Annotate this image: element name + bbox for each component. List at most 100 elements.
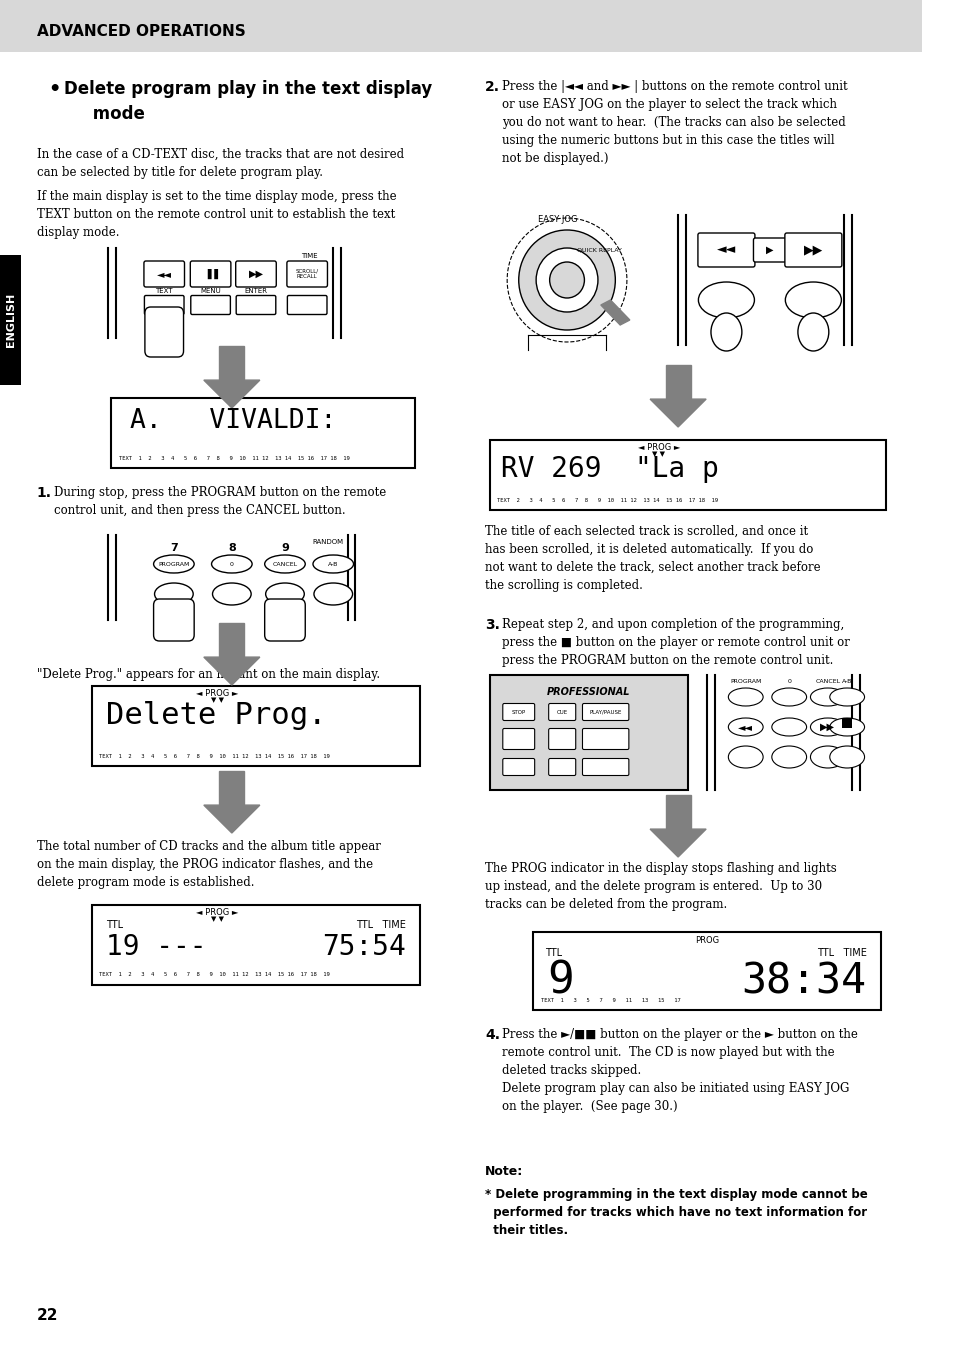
Circle shape bbox=[536, 249, 598, 312]
Text: In the case of a CD-TEXT disc, the tracks that are not desired
can be selected b: In the case of a CD-TEXT disc, the track… bbox=[36, 149, 403, 178]
Bar bbox=[533, 932, 880, 1011]
FancyBboxPatch shape bbox=[784, 232, 841, 267]
Bar bbox=[0, 0, 921, 51]
Text: Note:: Note: bbox=[484, 1165, 522, 1178]
FancyBboxPatch shape bbox=[753, 238, 785, 262]
Text: During stop, press the PROGRAM button on the remote
control unit, and then press: During stop, press the PROGRAM button on… bbox=[54, 486, 386, 517]
Text: Press the ►/■■ button on the player or the ► button on the
remote control unit. : Press the ►/■■ button on the player or t… bbox=[502, 1028, 858, 1113]
Circle shape bbox=[549, 262, 584, 299]
FancyBboxPatch shape bbox=[698, 232, 754, 267]
FancyBboxPatch shape bbox=[190, 261, 231, 286]
Text: Press the |◄◄ and ►► | buttons on the remote control unit
or use EASY JOG on the: Press the |◄◄ and ►► | buttons on the re… bbox=[502, 80, 847, 165]
Ellipse shape bbox=[313, 555, 354, 573]
Ellipse shape bbox=[212, 555, 252, 573]
Ellipse shape bbox=[727, 746, 762, 767]
Text: ▼ ▼: ▼ ▼ bbox=[211, 697, 224, 703]
Polygon shape bbox=[219, 771, 244, 805]
FancyBboxPatch shape bbox=[153, 598, 194, 640]
Text: PROFESSIONAL: PROFESSIONAL bbox=[546, 688, 630, 697]
Text: The total number of CD tracks and the album title appear
on the main display, th: The total number of CD tracks and the al… bbox=[36, 840, 380, 889]
Text: "Delete Prog." appears for an instant on the main display.: "Delete Prog." appears for an instant on… bbox=[36, 667, 379, 681]
Ellipse shape bbox=[810, 746, 844, 767]
Ellipse shape bbox=[784, 282, 841, 317]
Ellipse shape bbox=[829, 688, 863, 707]
Text: CUE: CUE bbox=[556, 709, 567, 715]
Bar bbox=[788, 243, 798, 253]
Text: STOP: STOP bbox=[511, 709, 525, 715]
Ellipse shape bbox=[727, 688, 762, 707]
Text: ▶▶: ▶▶ bbox=[820, 721, 835, 732]
FancyBboxPatch shape bbox=[235, 261, 276, 286]
Ellipse shape bbox=[153, 555, 194, 573]
Text: ◄ PROG ►: ◄ PROG ► bbox=[637, 443, 679, 453]
Text: TEXT  1  2   3  4   5  6   7  8   9  10  11 12  13 14  15 16  17 18  19: TEXT 1 2 3 4 5 6 7 8 9 10 11 12 13 14 15… bbox=[99, 973, 330, 978]
Text: TTL: TTL bbox=[544, 948, 561, 958]
Text: TTL: TTL bbox=[106, 920, 123, 929]
FancyBboxPatch shape bbox=[144, 296, 184, 315]
Text: CANCEL: CANCEL bbox=[815, 680, 840, 684]
Text: 9: 9 bbox=[547, 961, 574, 1002]
Bar bbox=[489, 676, 687, 790]
Text: TEXT  2   3  4   5  6   7  8   9  10  11 12  13 14  15 16  17 18  19: TEXT 2 3 4 5 6 7 8 9 10 11 12 13 14 15 1… bbox=[497, 497, 718, 503]
FancyBboxPatch shape bbox=[548, 728, 575, 750]
FancyBboxPatch shape bbox=[191, 296, 230, 315]
Text: PROGRAM: PROGRAM bbox=[158, 562, 190, 566]
Text: CANCEL: CANCEL bbox=[273, 562, 297, 566]
FancyBboxPatch shape bbox=[548, 704, 575, 720]
Text: 22: 22 bbox=[36, 1308, 58, 1323]
Polygon shape bbox=[600, 300, 629, 326]
Ellipse shape bbox=[264, 555, 305, 573]
Text: RANDOM: RANDOM bbox=[313, 539, 344, 544]
Text: EASY JOG: EASY JOG bbox=[537, 215, 577, 224]
FancyBboxPatch shape bbox=[264, 598, 305, 640]
Ellipse shape bbox=[771, 717, 805, 736]
Text: ◄ PROG ►: ◄ PROG ► bbox=[196, 689, 238, 698]
Text: * Delete programming in the text display mode cannot be
  performed for tracks w: * Delete programming in the text display… bbox=[484, 1188, 867, 1238]
Text: ENGLISH: ENGLISH bbox=[6, 293, 15, 347]
Text: ◄◄: ◄◄ bbox=[738, 721, 753, 732]
Text: ▼ ▼: ▼ ▼ bbox=[211, 916, 224, 921]
Text: PROGRAM: PROGRAM bbox=[729, 680, 760, 684]
Text: 3.: 3. bbox=[484, 617, 499, 632]
Bar bbox=[91, 905, 419, 985]
Text: Repeat step 2, and upon completion of the programming,
press the ■ button on the: Repeat step 2, and upon completion of th… bbox=[502, 617, 849, 667]
Text: 1.: 1. bbox=[36, 486, 51, 500]
Text: A.   VIVALDI:: A. VIVALDI: bbox=[131, 408, 336, 434]
Text: Delete program play in the text display
     mode: Delete program play in the text display … bbox=[64, 80, 432, 123]
Text: ENTER: ENTER bbox=[244, 288, 267, 295]
Text: TEXT  1  2   3  4   5  6   7  8   9  10  11 12  13 14  15 16  17 18  19: TEXT 1 2 3 4 5 6 7 8 9 10 11 12 13 14 15… bbox=[119, 455, 349, 461]
Text: TTL   TIME: TTL TIME bbox=[816, 948, 865, 958]
Text: The title of each selected track is scrolled, and once it
has been scrolled, it : The title of each selected track is scro… bbox=[484, 526, 820, 592]
Text: If the main display is set to the time display mode, press the
TEXT button on th: If the main display is set to the time d… bbox=[36, 190, 395, 239]
Text: 19 ---: 19 --- bbox=[106, 934, 207, 961]
Ellipse shape bbox=[727, 717, 762, 736]
FancyBboxPatch shape bbox=[502, 758, 534, 775]
Polygon shape bbox=[204, 805, 259, 834]
Polygon shape bbox=[219, 623, 244, 657]
Bar bbox=[0, 255, 21, 385]
Text: SCROLL/
RECALL: SCROLL/ RECALL bbox=[295, 269, 318, 280]
FancyBboxPatch shape bbox=[287, 296, 327, 315]
Polygon shape bbox=[649, 830, 705, 857]
Text: PLAY/PAUSE: PLAY/PAUSE bbox=[589, 709, 621, 715]
Ellipse shape bbox=[797, 313, 828, 351]
Text: TEXT: TEXT bbox=[155, 288, 172, 295]
Ellipse shape bbox=[265, 584, 304, 605]
Text: TIME: TIME bbox=[300, 253, 317, 259]
Text: ▐▐: ▐▐ bbox=[203, 269, 218, 280]
Text: 8: 8 bbox=[228, 543, 235, 553]
FancyBboxPatch shape bbox=[548, 758, 575, 775]
Text: Delete Prog.: Delete Prog. bbox=[106, 701, 327, 730]
Text: PROG: PROG bbox=[695, 936, 719, 944]
Text: TEXT  1  2   3  4   5  6   7  8   9  10  11 12  13 14  15 16  17 18  19: TEXT 1 2 3 4 5 6 7 8 9 10 11 12 13 14 15… bbox=[99, 754, 330, 758]
Polygon shape bbox=[649, 399, 705, 427]
Text: A-B: A-B bbox=[328, 562, 338, 566]
FancyBboxPatch shape bbox=[236, 296, 275, 315]
Text: 7: 7 bbox=[170, 543, 177, 553]
Polygon shape bbox=[665, 794, 690, 830]
Ellipse shape bbox=[829, 717, 863, 736]
FancyBboxPatch shape bbox=[145, 307, 183, 357]
Polygon shape bbox=[204, 380, 259, 408]
Text: ▼ ▼: ▼ ▼ bbox=[652, 451, 664, 457]
Ellipse shape bbox=[771, 688, 805, 707]
